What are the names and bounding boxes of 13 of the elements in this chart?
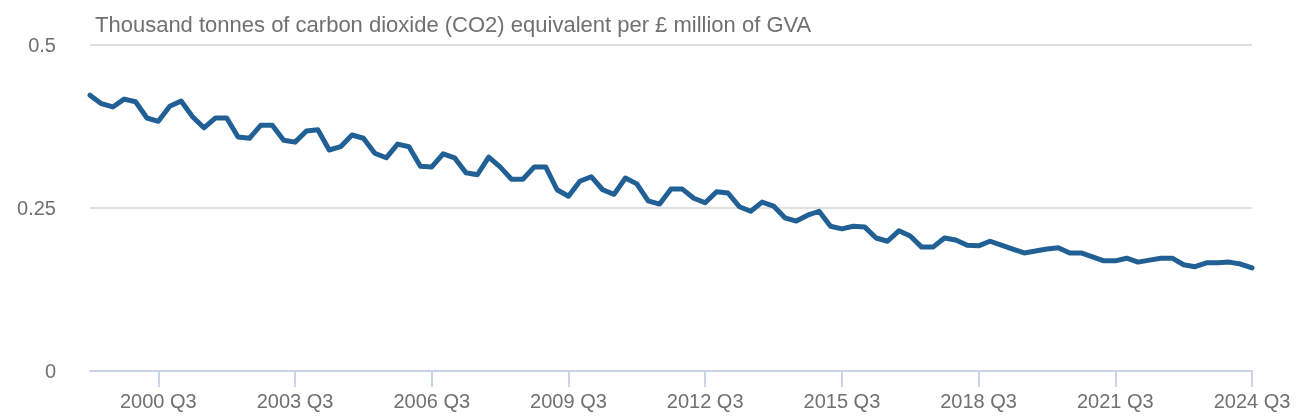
x-tick-label: 2021 Q3 — [1076, 390, 1154, 412]
x-tick-label: 2012 Q3 — [666, 390, 744, 412]
y-tick-label: 0.25 — [17, 197, 56, 219]
x-tick-label: 2006 Q3 — [393, 390, 471, 412]
x-tick-label: 2024 Q3 — [1213, 390, 1291, 412]
x-tick-label: 2018 Q3 — [940, 390, 1017, 412]
x-tick-label: 2015 Q3 — [803, 390, 881, 412]
x-tick-label: 2009 Q3 — [530, 390, 607, 412]
chart-title: Thousand tonnes of carbon dioxide (CO2) equivalent per £ million of GVA — [95, 11, 812, 37]
y-tick-label: 0 — [44, 360, 56, 382]
x-tick-label: 2000 Q3 — [119, 390, 197, 412]
x-tick-label: 2003 Q3 — [256, 390, 334, 412]
y-tick-label: 0.5 — [28, 34, 56, 56]
